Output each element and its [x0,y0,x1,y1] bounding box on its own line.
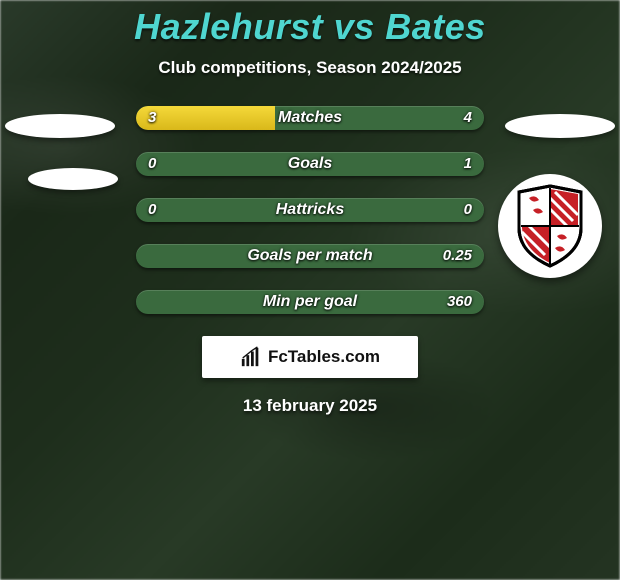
bar-chart-icon [240,346,262,368]
stat-bar: 01Goals [136,152,484,176]
stat-bar: 360Min per goal [136,290,484,314]
footer-date: 13 february 2025 [0,396,620,416]
right-team-placeholder-1 [505,114,615,138]
page-title: Hazlehurst vs Bates [0,6,620,48]
page-subtitle: Club competitions, Season 2024/2025 [0,58,620,78]
stat-bars: 34Matches 01Goals 00Hattricks 0.25Goals per… [136,106,484,314]
shield-icon [515,184,585,268]
stat-label: Min per goal [136,290,484,314]
content-wrapper: Hazlehurst vs Bates Club competitions, S… [0,0,620,416]
comparison-stage: 34Matches 01Goals 00Hattricks 0.25Goals per… [0,106,620,416]
right-team-badge [498,174,602,278]
stat-label: Matches [136,106,484,130]
stat-bar: 0.25Goals per match [136,244,484,268]
stat-label: Goals per match [136,244,484,268]
left-team-placeholder-1 [5,114,115,138]
branding-text: FcTables.com [268,347,380,367]
stat-label: Hattricks [136,198,484,222]
left-team-placeholder-2 [28,168,118,190]
stat-label: Goals [136,152,484,176]
branding-card[interactable]: FcTables.com [202,336,418,378]
stat-bar: 34Matches [136,106,484,130]
stat-bar: 00Hattricks [136,198,484,222]
